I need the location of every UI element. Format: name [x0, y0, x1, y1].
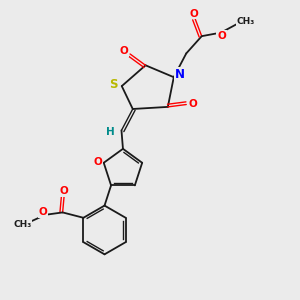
- Text: CH₃: CH₃: [13, 220, 31, 230]
- Text: O: O: [217, 31, 226, 40]
- Text: S: S: [109, 78, 118, 91]
- Text: O: O: [189, 9, 198, 19]
- Text: H: H: [106, 127, 115, 137]
- Text: O: O: [60, 186, 68, 196]
- Text: O: O: [93, 157, 102, 167]
- Text: O: O: [120, 46, 128, 56]
- Text: N: N: [175, 68, 185, 81]
- Text: CH₃: CH₃: [237, 17, 255, 26]
- Text: O: O: [188, 99, 197, 109]
- Text: O: O: [39, 207, 47, 217]
